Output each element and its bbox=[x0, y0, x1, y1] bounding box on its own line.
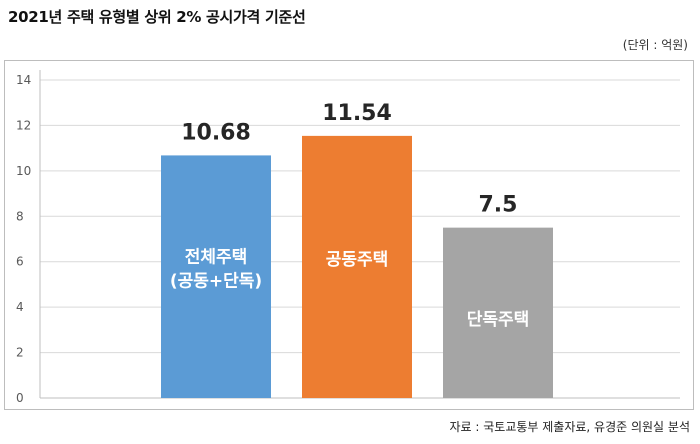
y-tick-label: 4 bbox=[16, 300, 24, 314]
unit-label: (단위 : 억원) bbox=[622, 38, 688, 52]
bar bbox=[161, 155, 271, 398]
bar bbox=[443, 227, 553, 398]
data-label: 11.54 bbox=[322, 101, 392, 126]
chart-frame bbox=[4, 60, 694, 410]
y-tick-label: 2 bbox=[16, 346, 24, 360]
chart-title: 2021년 주택 유형별 상위 2% 공시가격 기준선 bbox=[8, 8, 306, 26]
y-tick-label: 14 bbox=[16, 73, 31, 87]
data-label: 10.68 bbox=[181, 120, 251, 145]
bar-category-label: (공동+단독) bbox=[170, 272, 262, 292]
y-tick-label: 12 bbox=[16, 118, 31, 132]
y-tick-label: 8 bbox=[16, 209, 24, 223]
bar-category-label: 단독주택 bbox=[467, 310, 530, 330]
source-note: 자료 : 국토교통부 제출자료, 유경준 의원실 분석 bbox=[449, 420, 690, 434]
bar bbox=[302, 135, 412, 398]
data-label: 7.5 bbox=[479, 193, 518, 218]
y-tick-label: 0 bbox=[16, 391, 24, 405]
y-tick-label: 6 bbox=[16, 255, 24, 269]
y-tick-label: 10 bbox=[16, 164, 31, 178]
bar-category-label: 전체주택 bbox=[185, 248, 248, 268]
bar-category-label: 공동주택 bbox=[326, 250, 389, 270]
